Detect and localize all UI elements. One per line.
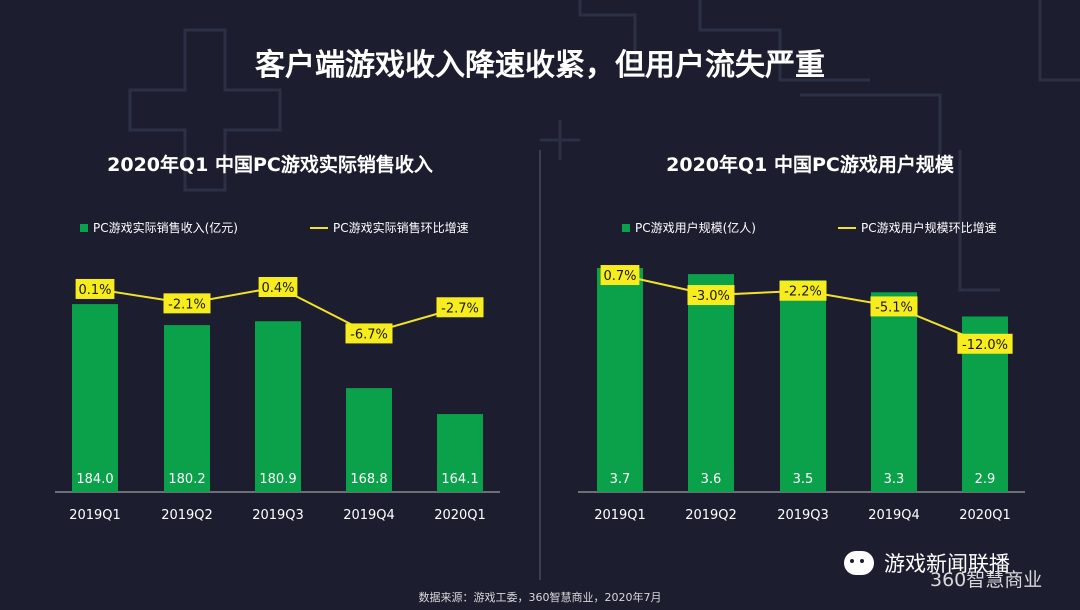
growth-rate-label: -5.1% <box>875 300 913 315</box>
legend-bar-label: PC游戏实际销售收入(亿元) <box>93 221 238 235</box>
legend-bar-swatch <box>622 223 630 232</box>
bar-value-label: 184.0 <box>76 472 113 487</box>
legend-line-revenue: PC游戏实际销售环比增速 <box>310 219 469 236</box>
legend-line-label: PC游戏用户规模环比增速 <box>861 221 997 235</box>
legend-line-swatch <box>838 226 856 229</box>
growth-label-box <box>436 297 484 318</box>
bar-2019Q1 <box>597 268 643 492</box>
brand-logo: 360智慧商业 <box>930 569 1043 591</box>
plus-decoration-left <box>128 28 282 192</box>
chart-title-users: 2020年Q1 中国PC游戏用户规模 <box>666 154 954 176</box>
bar-value-label: 168.8 <box>350 472 387 487</box>
bar-value-label: 3.7 <box>610 472 631 487</box>
outline-decoration-top <box>578 0 870 82</box>
bar-2019Q4 <box>346 388 392 492</box>
growth-label-box <box>163 293 211 314</box>
x-tick-label: 2019Q2 <box>685 508 737 523</box>
x-tick-label: 2019Q1 <box>594 508 646 523</box>
x-tick-label: 2019Q3 <box>252 508 304 523</box>
growth-rate-label: 0.1% <box>78 283 111 298</box>
data-source: 数据来源：游戏工委，360智慧商业，2020年7月 <box>418 591 662 604</box>
growth-label-box <box>75 278 115 299</box>
bar-value-label: 164.1 <box>441 472 478 487</box>
growth-rate-label: -2.7% <box>441 301 479 316</box>
legend-line-swatch <box>310 226 328 229</box>
growth-label-box <box>957 333 1013 354</box>
bar-2019Q2 <box>164 325 210 492</box>
bar-2019Q4 <box>871 292 917 492</box>
outline-decoration-mid <box>800 93 942 155</box>
x-tick-label: 2019Q3 <box>777 508 829 523</box>
growth-rate-label: 0.7% <box>603 269 636 284</box>
growth-rate-label: 0.4% <box>261 281 294 296</box>
x-tick-label: 2020Q1 <box>959 508 1011 523</box>
bar-value-label: 3.5 <box>793 472 814 487</box>
x-tick-label: 2019Q4 <box>343 508 395 523</box>
x-tick-label: 2020Q1 <box>434 508 486 523</box>
bar-2019Q1 <box>72 304 118 492</box>
wechat-icon <box>844 551 874 575</box>
growth-rate-label: -6.7% <box>350 327 388 342</box>
chart-revenue: 184.0 2019Q1 180.2 2019Q2 180.9 2019Q3 168.8 20… <box>55 277 500 523</box>
wechat-watermark: 游戏新闻联播 <box>844 548 1010 578</box>
growth-label-box <box>779 280 827 301</box>
x-tick-label: 2019Q4 <box>868 508 920 523</box>
growth-rate-label: -12.0% <box>962 338 1008 353</box>
bar-value-label: 2.9 <box>975 472 996 487</box>
legend-line-label: PC游戏实际销售环比增速 <box>333 221 469 235</box>
legend-bar-users: PC游戏用户规模(亿人) <box>622 219 756 236</box>
bar-value-label: 3.6 <box>701 472 722 487</box>
x-tick-label: 2019Q1 <box>69 508 121 523</box>
growth-label-box <box>600 265 640 286</box>
outline-decoration-right <box>958 0 1080 292</box>
bar-2019Q3 <box>780 280 826 492</box>
growth-label-box <box>345 323 393 344</box>
chart-title-revenue: 2020年Q1 中国PC游戏实际销售收入 <box>107 154 433 176</box>
legend-line-users: PC游戏用户规模环比增速 <box>838 219 997 236</box>
bar-value-label: 180.9 <box>259 472 296 487</box>
growth-rate-label: -2.2% <box>784 285 822 300</box>
growth-rate-label: -3.0% <box>692 289 730 304</box>
growth-rate-label: -2.1% <box>168 297 206 312</box>
page-title: 客户端游戏收入降速收紧，但用户流失严重 <box>255 48 825 83</box>
bar-value-label: 180.2 <box>168 472 205 487</box>
watermark-text: 游戏新闻联播 <box>884 552 1010 576</box>
bar-2019Q2 <box>688 274 734 492</box>
x-tick-label: 2019Q2 <box>161 508 213 523</box>
legend-bar-swatch <box>80 223 88 232</box>
bar-2019Q3 <box>255 321 301 492</box>
bar-value-label: 3.3 <box>884 472 905 487</box>
legend-bar-revenue: PC游戏实际销售收入(亿元) <box>80 219 238 236</box>
legend-bar-label: PC游戏用户规模(亿人) <box>635 221 756 235</box>
plus-decoration-small <box>540 120 580 160</box>
bar-2020Q1 <box>437 414 483 492</box>
chart-users: 3.7 2019Q1 3.6 2019Q2 3.5 2019Q3 3.3 2019Q4 2.9 2… <box>578 265 1025 523</box>
growth-label-box <box>870 296 918 317</box>
growth-label-box <box>258 277 298 297</box>
growth-label-box <box>687 285 735 306</box>
